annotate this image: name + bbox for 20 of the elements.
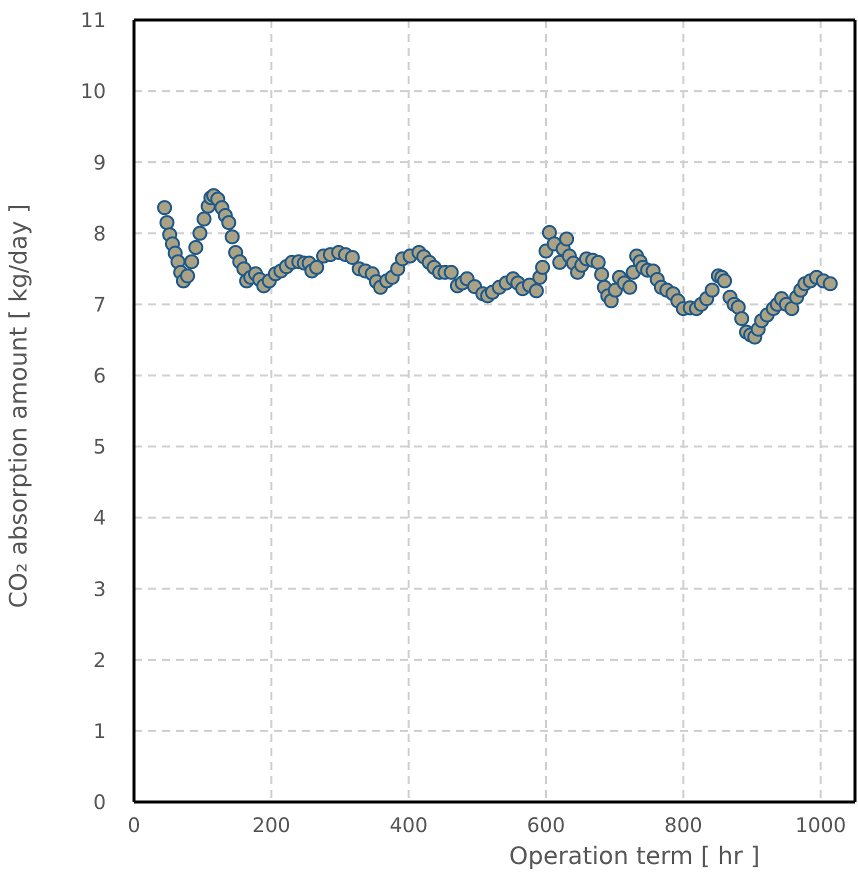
y-tick-label: 7 xyxy=(93,292,106,316)
y-tick-label: 1 xyxy=(93,719,106,744)
y-tick-label: 2 xyxy=(93,648,106,672)
x-tick-label: 400 xyxy=(390,813,428,838)
y-tick-label: 4 xyxy=(93,506,106,530)
y-axis-title: CO₂ absorption amount [ kg/day ] xyxy=(4,204,33,608)
y-tick-label: 6 xyxy=(93,364,106,388)
x-tick-label: 1000 xyxy=(795,813,846,838)
x-tick-label: 0 xyxy=(128,813,140,838)
y-tick-label: 3 xyxy=(93,576,106,601)
x-tick-label: 800 xyxy=(664,813,702,838)
x-tick-label: 200 xyxy=(252,813,290,838)
y-tick-label: 8 xyxy=(93,221,106,246)
y-tick-label: 10 xyxy=(80,79,106,104)
x-tick-label: 600 xyxy=(526,813,566,838)
y-tick-label: 11 xyxy=(80,8,106,32)
y-tick-label: 5 xyxy=(93,434,106,459)
y-tick-label: 0 xyxy=(93,790,106,814)
y-tick-label: 9 xyxy=(93,150,106,174)
x-axis-title: Operation term [ hr ] xyxy=(509,842,760,870)
